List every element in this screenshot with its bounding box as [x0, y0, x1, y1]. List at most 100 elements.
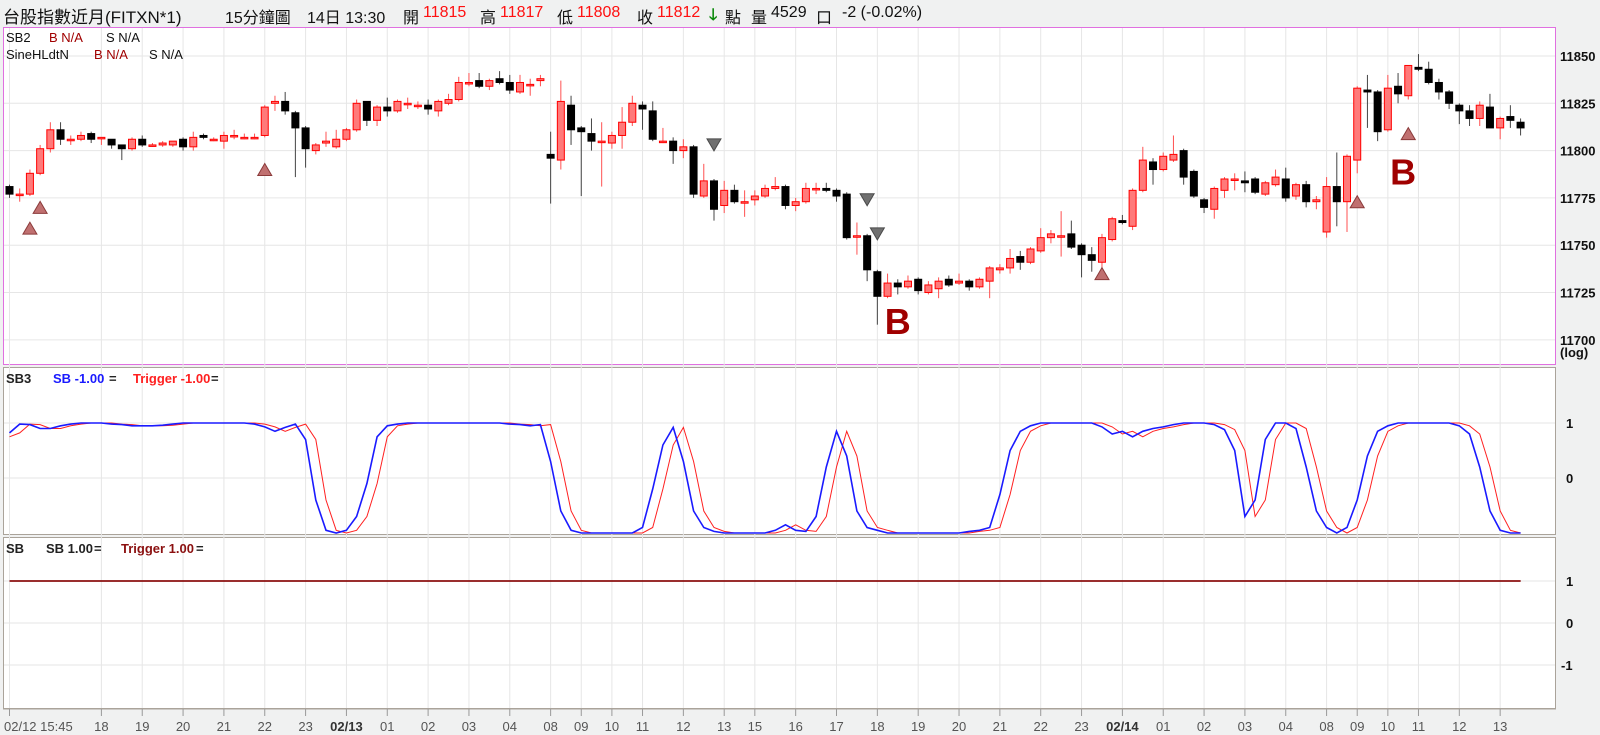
- candle-down: [117, 144, 126, 161]
- x-tick-label: 21: [217, 719, 231, 734]
- candle-body: [1516, 121, 1525, 129]
- x-tick-label: 12: [1452, 719, 1466, 734]
- candle-body: [291, 112, 300, 129]
- candle-down: [1240, 171, 1249, 193]
- candle-body: [168, 140, 177, 146]
- candle-body: [577, 127, 586, 133]
- candle-body: [1200, 199, 1209, 208]
- candle-down: [56, 122, 65, 145]
- candle-body: [546, 153, 555, 159]
- candle-up: [699, 163, 708, 198]
- candle-up: [924, 281, 933, 295]
- candle-down: [730, 184, 739, 204]
- instrument-title: 台股指數近月(FITXN*1): [3, 8, 182, 27]
- x-axis: 02/12 15:45 18 19 20 21 22 23 02/13 01 02 03 04 08 09…: [3, 708, 1556, 734]
- candle-down: [1118, 214, 1127, 225]
- candle-body: [1220, 178, 1229, 191]
- candle-body: [179, 138, 188, 148]
- candle-up: [607, 131, 616, 149]
- candle-body: [1445, 91, 1454, 104]
- candle-up: [36, 144, 45, 176]
- signal-markers: BB: [22, 126, 1416, 342]
- candle-down: [863, 233, 872, 282]
- candle-body: [699, 180, 708, 197]
- candle-up: [1230, 173, 1239, 191]
- x-tick-label: 02/14: [1106, 719, 1139, 734]
- candle-down: [944, 275, 953, 287]
- candle-down: [495, 71, 504, 85]
- candle-body: [189, 136, 198, 148]
- candle-body: [1240, 180, 1249, 184]
- candle-body: [158, 142, 167, 146]
- candle-up: [1383, 74, 1392, 132]
- candle-body: [1506, 116, 1515, 121]
- candle-body: [1118, 220, 1127, 224]
- candle-body: [1026, 248, 1035, 263]
- candle-down: [648, 101, 657, 142]
- candle-body: [199, 134, 208, 138]
- candle-body: [689, 146, 698, 195]
- candle-body: [679, 146, 688, 152]
- x-tick-label: 23: [1074, 719, 1088, 734]
- candle-body: [128, 138, 137, 150]
- candle-body: [1261, 182, 1270, 195]
- x-tick-label: 10: [605, 719, 619, 734]
- candle-body: [1006, 257, 1015, 269]
- candle-down: [1373, 90, 1382, 142]
- candle-body: [301, 127, 310, 150]
- sell-triangle-icon: [869, 227, 886, 241]
- candle-down: [1067, 220, 1076, 249]
- sb3-panel[interactable]: SB3 SB -1.00 = Trigger -1.00 =: [3, 367, 1556, 535]
- candle-up: [1036, 228, 1045, 253]
- candle-body: [526, 83, 535, 87]
- candle-down: [709, 178, 718, 221]
- candle-up: [1261, 180, 1270, 197]
- candle-body: [536, 78, 545, 82]
- candle-body: [1424, 68, 1433, 83]
- candle-body: [5, 186, 14, 195]
- candle-body: [1485, 106, 1494, 129]
- open-value: 11815: [423, 4, 467, 21]
- x-tick-label: 08: [1319, 719, 1333, 734]
- candle-body: [46, 129, 55, 150]
- candle-body: [1322, 186, 1331, 233]
- candle-up: [1046, 230, 1055, 244]
- legend-trigger: Trigger 1.00: [121, 541, 194, 556]
- candle-up: [250, 133, 259, 140]
- sb-line: [8, 422, 1521, 534]
- grid-lines: [4, 28, 1555, 708]
- candle-body: [1149, 161, 1158, 171]
- candle-down: [1414, 54, 1423, 72]
- y-tick-label: 1: [1566, 574, 1573, 589]
- high-label: 高: [480, 10, 497, 27]
- candle-down: [1302, 180, 1311, 208]
- candle-body: [965, 280, 974, 288]
- candle-up: [413, 101, 422, 109]
- candle-up: [230, 129, 239, 140]
- candle-up: [189, 131, 198, 151]
- candle-up: [526, 78, 535, 96]
- candle-up: [260, 105, 269, 138]
- y-tick-label: 11750: [1560, 238, 1595, 253]
- candle-down: [689, 144, 698, 198]
- legend-sell: S N/A: [106, 30, 140, 45]
- candle-body: [628, 102, 637, 123]
- candle-body: [709, 180, 718, 210]
- candles: [5, 54, 1525, 325]
- candle-body: [1230, 178, 1239, 181]
- buy-triangle-icon: [22, 221, 38, 235]
- candle-up: [536, 74, 545, 87]
- candle-body: [87, 133, 96, 140]
- candle-body: [618, 121, 627, 136]
- candle-up: [812, 182, 821, 195]
- candle-body: [556, 100, 565, 161]
- candle-up: [852, 222, 861, 255]
- candle-body: [250, 136, 259, 140]
- x-tick-label: 04: [1279, 719, 1293, 734]
- y-tick-label: -1: [1561, 658, 1573, 673]
- candle-down: [1455, 103, 1464, 125]
- candle-up: [1138, 146, 1147, 193]
- y-tick-label: 11850: [1560, 49, 1595, 64]
- candle-up: [995, 264, 1004, 274]
